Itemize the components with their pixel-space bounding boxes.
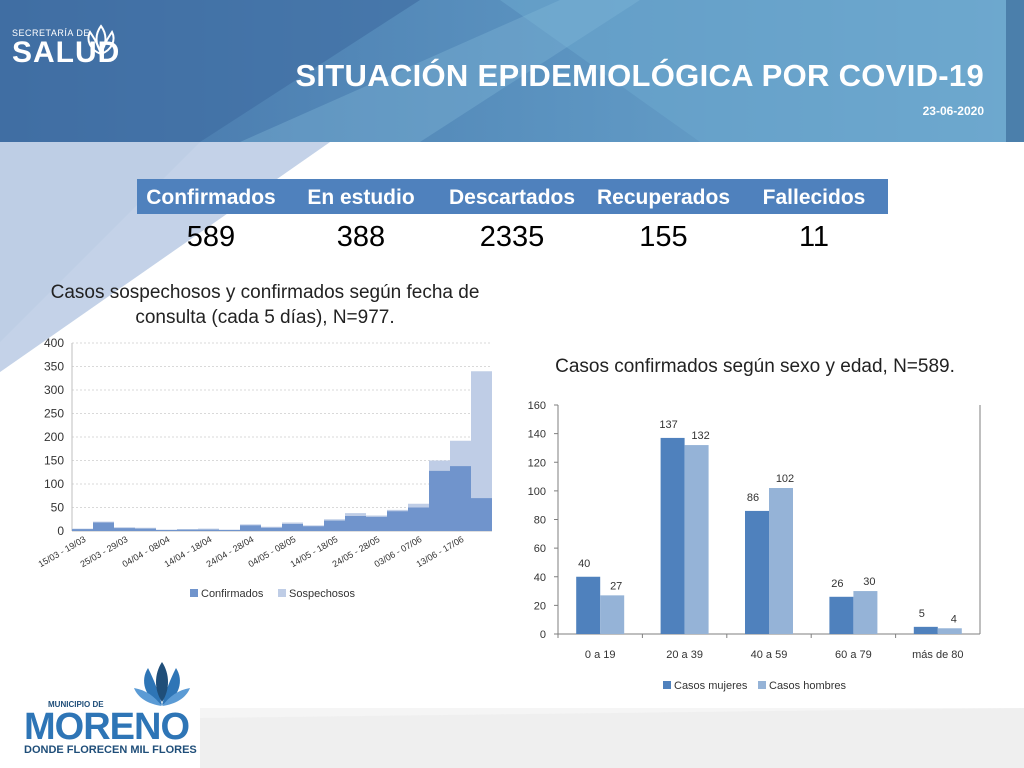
y-tick-label: 250 [44,407,64,421]
y-tick-label: 80 [534,515,546,527]
bar-hombres [853,591,878,634]
moreno-flower-icon [134,662,190,706]
bar-hombres [684,445,709,634]
y-tick-label: 100 [528,486,546,498]
data-label: 137 [659,419,677,431]
bar-mujeres [913,626,938,634]
legend-swatch-mujeres [663,681,671,689]
bar-hombres [937,628,962,634]
legend-label-confirmados: Confirmados [201,588,264,600]
legend-label-sospechosos: Sospechosos [289,588,356,600]
y-tick-label: 60 [534,543,546,555]
data-label: 132 [691,430,709,442]
y-tick-label: 160 [528,400,546,412]
x-tick-label: 40 a 59 [751,649,788,661]
y-tick-label: 20 [534,600,546,612]
stat-value-confirmados: 589 [186,221,236,253]
legend-swatch-hombres [758,681,766,689]
lotus-icon [87,24,115,56]
area-chart-title: Casos sospechosos y confirmados según fe… [50,282,480,328]
bar-mujeres [829,596,854,634]
y-tick-label: 0 [57,524,64,538]
stat-label-recuperados: Recuperados [596,186,731,209]
header-banner: SECRETARÍA DE SALUD SITUACIÓN EPIDEMIOLÓ… [0,0,1024,142]
y-tick-label: 200 [44,430,64,444]
bar-mujeres [745,510,769,634]
stat-label-descartados: Descartados [448,186,576,209]
y-tick-label: 40 [534,572,546,584]
legend-swatch-sospechosos [278,589,286,597]
header-background [0,0,1024,142]
data-label: 26 [831,578,843,590]
data-label: 5 [919,608,925,620]
data-label: 102 [776,473,794,485]
x-tick-label: 13/06 - 17/06 [415,534,466,569]
y-tick-label: 300 [44,383,64,397]
stats-header-bar [137,179,888,214]
x-tick-label: más de 80 [912,649,963,661]
bar-chart-title: Casos confirmados según sexo y edad, N=5… [555,356,955,377]
x-tick-label: 0 a 19 [585,649,616,661]
bar-hombres [769,488,793,634]
data-label: 40 [578,558,590,570]
moreno-logo-small: MUNICIPIO DE [48,700,104,709]
bar-mujeres [660,437,685,634]
x-tick-label: 20 a 39 [666,649,703,661]
moreno-logo-name: MORENO [24,706,190,748]
page-title: SITUACIÓN EPIDEMIOLÓGICA POR COVID-19 [295,58,984,93]
stat-label-en-estudio: En estudio [307,186,415,209]
stat-value-fallecidos: 11 [798,221,830,253]
stat-value-descartados: 2335 [479,221,545,253]
footer-background [200,708,1024,768]
series-area-confirmados [72,466,492,531]
salud-logo-small: SECRETARÍA DE [12,28,90,38]
stat-label-confirmados: Confirmados [146,186,276,209]
y-tick-label: 400 [44,336,64,350]
data-label: 30 [863,576,875,588]
legend-label-hombres: Casos hombres [769,680,847,692]
bar-hombres [600,595,625,634]
y-tick-label: 150 [44,454,64,468]
bar-mujeres [576,576,601,634]
data-label: 27 [610,580,622,592]
stat-label-fallecidos: Fallecidos [762,186,866,209]
y-tick-label: 350 [44,360,64,374]
stat-value-recuperados: 155 [639,221,688,253]
moreno-logo-tagline: DONDE FLORECEN MIL FLORES [24,744,197,756]
legend-swatch-confirmados [190,589,198,597]
y-tick-label: 50 [51,501,65,515]
x-tick-label: 60 a 79 [835,649,872,661]
y-tick-label: 0 [540,629,546,641]
y-tick-label: 140 [528,429,546,441]
stat-value-en-estudio: 388 [336,221,386,253]
salud-logo: SECRETARÍA DE SALUD [12,24,120,70]
data-label: 4 [951,613,957,625]
bar-chart: 0 20 40 60 80 100 120 140 160 40 27 0 a 19 137 132 20 … [528,400,981,692]
y-tick-label: 100 [44,477,64,491]
y-tick-label: 120 [528,457,546,469]
legend-label-mujeres: Casos mujeres [674,680,748,692]
report-date: 23-06-2020 [922,104,984,118]
data-label: 86 [747,492,759,504]
